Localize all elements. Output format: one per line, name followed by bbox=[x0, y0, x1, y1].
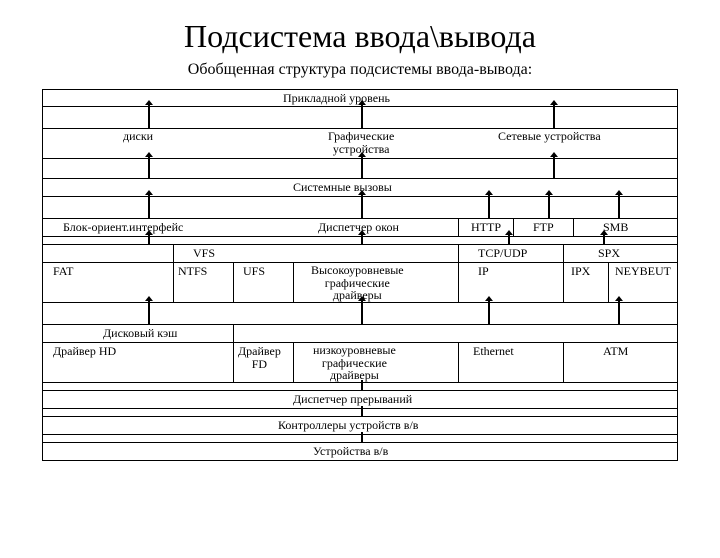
row-r3_gap bbox=[43, 197, 677, 219]
cell-divider bbox=[458, 219, 459, 236]
row-r9_int: Диспетчер прерываний bbox=[43, 391, 677, 409]
row-r11_dev: Устройства в/в bbox=[43, 443, 677, 461]
flow-arrow-both bbox=[148, 156, 150, 181]
cell-divider bbox=[233, 343, 234, 382]
diagram-label: Блок-ориент.интерфейс bbox=[63, 221, 183, 234]
diagram-label: Диспетчер прерываний bbox=[293, 393, 412, 406]
cell-divider bbox=[608, 263, 609, 302]
diagram-label: Дисковый кэш bbox=[103, 327, 177, 340]
diagram-label: Системные вызовы bbox=[293, 181, 392, 194]
row-r2_gap bbox=[43, 159, 677, 179]
diagram-label: Драйвер FD bbox=[238, 345, 281, 370]
cell-divider bbox=[458, 343, 459, 382]
row-r4_gap bbox=[43, 237, 677, 245]
page-title: Подсистема ввода\вывода bbox=[0, 18, 720, 55]
flow-arrow-both bbox=[618, 194, 620, 221]
flow-arrow-both bbox=[553, 156, 555, 181]
cell-divider bbox=[233, 263, 234, 302]
row-r1_gap bbox=[43, 107, 677, 129]
flow-arrow-both bbox=[488, 300, 490, 327]
cell-divider bbox=[233, 325, 234, 342]
flow-arrow-both bbox=[488, 194, 490, 221]
diagram-label: Устройства в/в bbox=[313, 445, 388, 458]
cell-divider bbox=[458, 263, 459, 302]
diagram-label: Сетевые устройства bbox=[498, 130, 601, 143]
diagram-label: SPX bbox=[598, 247, 620, 260]
diagram-label: FAT bbox=[53, 265, 73, 278]
diagram-label: TCP/UDP bbox=[478, 247, 527, 260]
cell-divider bbox=[563, 245, 564, 262]
cell-divider bbox=[513, 219, 514, 236]
row-r10_gap bbox=[43, 435, 677, 443]
diagram-label: HTTP bbox=[471, 221, 501, 234]
page-subtitle: Обобщенная структура подсистемы ввода-вы… bbox=[0, 61, 720, 79]
diagram-label: NEYBEUT bbox=[615, 265, 671, 278]
flow-arrow-both bbox=[618, 300, 620, 327]
cell-divider bbox=[293, 263, 294, 302]
row-r10_ctl: Контроллеры устройств в/в bbox=[43, 417, 677, 435]
cell-divider bbox=[293, 343, 294, 382]
row-r7_cache: Дисковый кэш bbox=[43, 325, 677, 343]
cell-divider bbox=[173, 245, 174, 262]
diagram-label: Ethernet bbox=[473, 345, 514, 358]
diagram-label: Прикладной уровень bbox=[283, 92, 390, 105]
cell-divider bbox=[458, 245, 459, 262]
flow-arrow-both bbox=[148, 194, 150, 221]
flow-arrow-both bbox=[148, 104, 150, 131]
row-r9_gap bbox=[43, 409, 677, 417]
io-subsystem-diagram: Прикладной уровеньдискиГрафические устро… bbox=[42, 89, 678, 461]
row-r8_gap bbox=[43, 383, 677, 391]
diagram-label: NTFS bbox=[178, 265, 207, 278]
row-r6_gap bbox=[43, 303, 677, 325]
diagram-label: UFS bbox=[243, 265, 265, 278]
diagram-label: Контроллеры устройств в/в bbox=[278, 419, 418, 432]
flow-arrow-both bbox=[361, 156, 363, 181]
cell-divider bbox=[573, 219, 574, 236]
diagram-label: IPX bbox=[571, 265, 590, 278]
diagram-label: Драйвер HD bbox=[53, 345, 116, 358]
row-r5_fs: VFS TCP/UDP SPX bbox=[43, 245, 677, 263]
row-r8_drv: Драйвер HD Драйвер FD низкоуровневые графи… bbox=[43, 343, 677, 383]
flow-arrow-both bbox=[553, 104, 555, 131]
cell-divider bbox=[173, 263, 174, 302]
flow-arrow-both bbox=[361, 300, 363, 327]
diagram-label: FTP bbox=[533, 221, 554, 234]
diagram-label: ATM bbox=[603, 345, 628, 358]
cell-divider bbox=[563, 263, 564, 302]
diagram-label: IP bbox=[478, 265, 489, 278]
flow-arrow-both bbox=[361, 194, 363, 221]
flow-arrow-both bbox=[361, 104, 363, 131]
diagram-label: VFS bbox=[193, 247, 215, 260]
diagram-label: низкоуровневые графические драйверы bbox=[313, 344, 396, 382]
flow-arrow-both bbox=[548, 194, 550, 221]
diagram-label: диски bbox=[123, 130, 153, 143]
cell-divider bbox=[563, 343, 564, 382]
flow-arrow-both bbox=[148, 300, 150, 327]
